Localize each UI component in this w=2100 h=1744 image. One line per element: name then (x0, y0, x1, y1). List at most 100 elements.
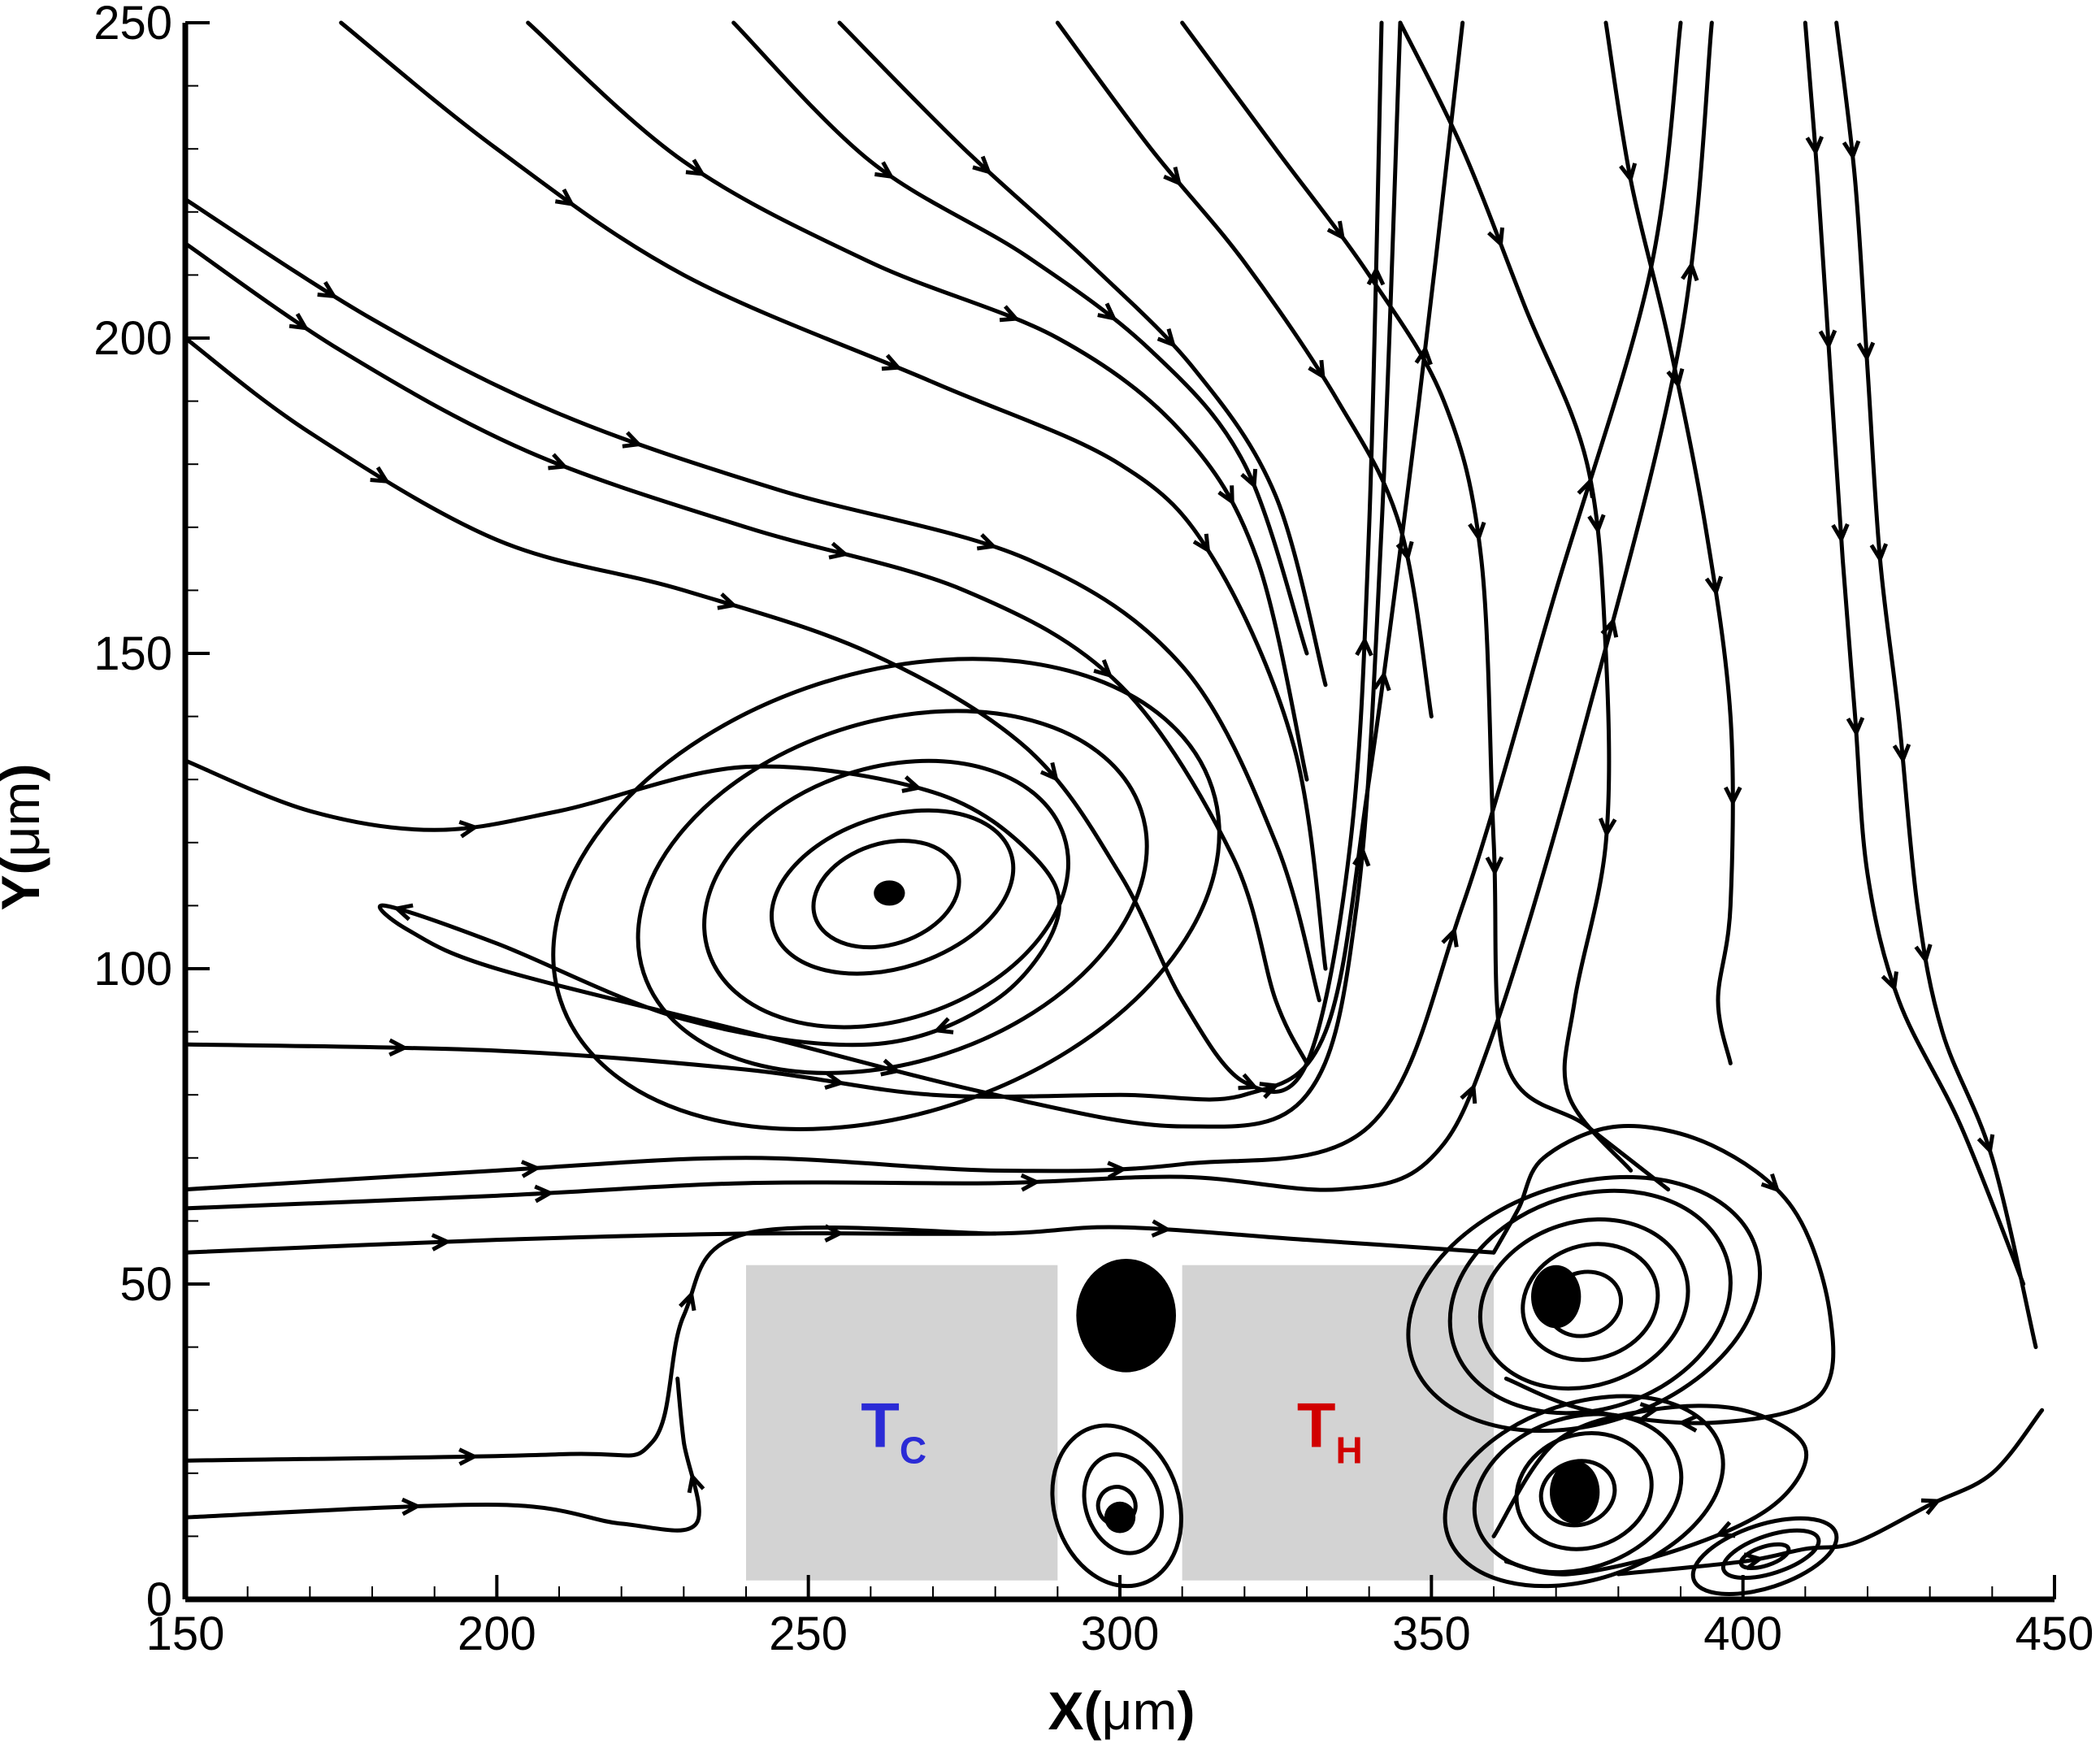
streamline-4 (183, 1225, 998, 1463)
streamline-arrow-18-1 (1619, 163, 1638, 181)
streamline-arrow-5-2 (687, 1474, 705, 1494)
streamline-16 (1180, 20, 1671, 1192)
streamline-arrow-7-1 (458, 820, 477, 839)
streamline-21 (1491, 1124, 1836, 1425)
y-tick-label-200: 200 (93, 312, 172, 365)
streamline-arrow-8-2 (717, 592, 736, 610)
streamlines (183, 20, 2045, 1577)
streamline-arrow-7-5 (880, 1058, 899, 1077)
streamline-arrow-12-2 (999, 305, 1018, 323)
streamline-arrow-23-1 (1743, 1552, 1762, 1571)
block-label-1: TC (861, 1390, 926, 1472)
streamline-arrow-5-1 (401, 1497, 419, 1516)
vortex-2-ring-3 (1477, 1217, 1690, 1391)
streamline-arrow-19-5 (1914, 944, 1933, 962)
streamline-14 (837, 20, 1328, 688)
y-tick-label-250: 250 (93, 0, 172, 50)
streamline-arrow-10-1 (317, 280, 336, 298)
vortex-core-4 (1104, 1501, 1136, 1534)
vortex-core-1 (1076, 1258, 1176, 1373)
streamline-arrow-8-1 (370, 466, 389, 484)
streamline-arrow-6-2 (824, 1071, 843, 1090)
streamline-arrow-17-1 (1487, 227, 1505, 246)
streamline-arrow-15-3 (1395, 540, 1414, 560)
streamline-arrow-3-3 (1441, 929, 1459, 948)
vortex-5-ring-1 (1738, 1542, 1791, 1570)
streamline-arrow-17-2 (1587, 514, 1606, 532)
streamline-11 (339, 20, 1328, 971)
streamline-arrow-2-5 (1681, 262, 1699, 282)
x-axis-title: X(μm) (1048, 1681, 1195, 1741)
y-tick-label-100: 100 (93, 943, 172, 996)
streamline-12 (526, 20, 1309, 782)
streamline-9 (183, 241, 1309, 1065)
streamline-2 (183, 20, 1714, 1211)
streamline-arrow-9-2 (548, 453, 566, 471)
streamline-arrow-19-3 (1869, 543, 1889, 562)
streamline-arrow-14-1 (972, 155, 991, 174)
streamline-arrow-4-2 (679, 1292, 696, 1312)
streamline-arrow-18-2 (1666, 368, 1685, 387)
streamline-8 (183, 20, 1384, 1094)
block-2 (1182, 1265, 1494, 1581)
streamline-arrow-21-1 (1760, 1173, 1780, 1192)
x-tick-label-300: 300 (1081, 1607, 1160, 1660)
streamline-1 (183, 1225, 1496, 1255)
streamline-arrow-16-2 (1468, 521, 1486, 540)
streamline-arrow-18-4 (1724, 786, 1742, 805)
streamline-arrow-22-1 (1639, 1402, 1659, 1421)
streamline-arrow-7-2 (901, 775, 921, 793)
streamline-arrow-19-1 (1842, 140, 1861, 158)
streamline-arrow-2-2 (1020, 1173, 1039, 1192)
streamline-arrow-7-4 (394, 903, 414, 922)
vortex-5-ring-2 (1720, 1528, 1821, 1581)
streamline-17 (1398, 20, 1634, 1173)
streamline-arrow-11-3 (1192, 533, 1210, 553)
x-tick-label-450: 450 (2015, 1607, 2094, 1660)
y-tick-label-50: 50 (119, 1258, 172, 1311)
vortex-core-3 (1550, 1460, 1600, 1524)
streamline-arrow-17-3 (1599, 818, 1617, 836)
vortex-1-ring-4 (636, 709, 1149, 1075)
streamline-arrow-1-1 (431, 1233, 449, 1252)
vortex-3-ring-4 (1443, 1394, 1725, 1589)
x-tick-label-250: 250 (769, 1607, 848, 1660)
streamline-arrow-20-5 (1881, 971, 1898, 990)
streamline-arrow-16-3 (1485, 856, 1504, 874)
streamline-arrow-18-3 (1704, 575, 1724, 594)
streamline-arrow-7-6 (1352, 848, 1371, 867)
streamline-arrow-9-3 (828, 541, 848, 560)
streamline-arrow-6-3 (1259, 1082, 1278, 1100)
streamline-20 (1803, 20, 2026, 1286)
block-1 (746, 1265, 1058, 1581)
streamline-arrow-8-3 (1039, 761, 1058, 781)
x-tick-label-200: 200 (458, 1607, 536, 1660)
vortex-1-ring-2 (769, 808, 1016, 976)
streamline-arrow-20-2 (1818, 329, 1837, 348)
streamline-arrow-3-2 (1107, 1160, 1126, 1179)
vortex-3-ring-3 (1472, 1412, 1684, 1575)
streamline-arrow-19-4 (1892, 743, 1911, 762)
x-tick-label-350: 350 (1392, 1607, 1471, 1660)
streamline-arrow-1-3 (1151, 1219, 1169, 1238)
streamline-arrow-7-3 (935, 1017, 954, 1035)
y-axis-title: Y(μm) (0, 764, 50, 911)
streamline-arrow-10-2 (622, 431, 641, 449)
streamline-15 (1055, 20, 1434, 719)
vortex-4-ring-3 (1050, 1423, 1183, 1589)
x-tick-label-150: 150 (146, 1607, 225, 1660)
y-tick-label-0: 0 (146, 1573, 172, 1626)
streamline-arrow-19-6 (1976, 1134, 1995, 1153)
vortex-2-ring-4 (1447, 1188, 1733, 1416)
vortex-core-2 (1531, 1265, 1582, 1329)
streamline-7 (183, 20, 1403, 1129)
vortex-1-ring-1 (811, 839, 961, 950)
axis-titles: X(μm) Y(μm) (0, 764, 1195, 1742)
streamline-arrow-11-1 (554, 188, 574, 206)
streamline-arrow-13-3 (1240, 468, 1258, 488)
streamline-5 (183, 1376, 701, 1533)
vortex-2-ring-2 (1521, 1242, 1660, 1362)
heater-blocks: TC TH (746, 1265, 1494, 1581)
streamline-arrow-15-2 (1308, 359, 1326, 379)
